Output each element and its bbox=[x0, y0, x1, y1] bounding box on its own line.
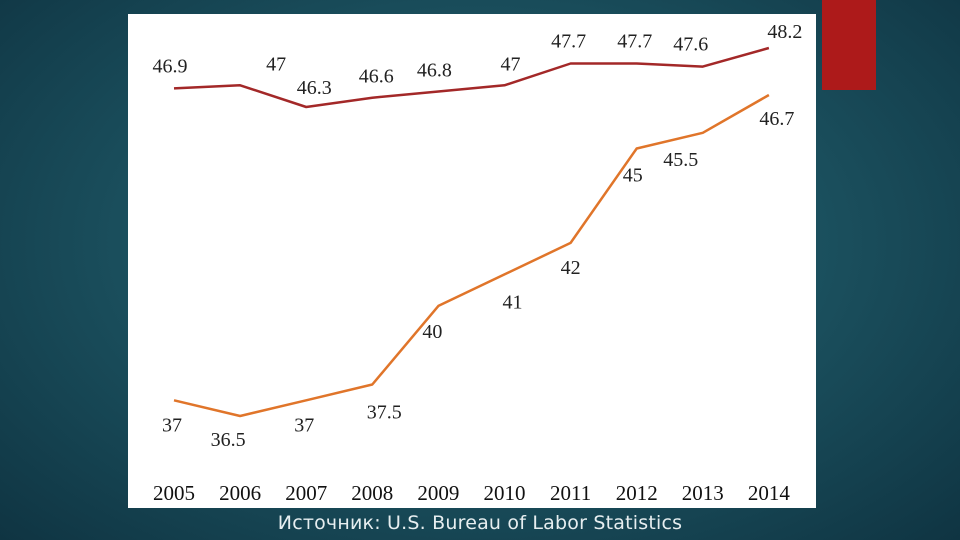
series-top-data-label: 48.2 bbox=[767, 21, 802, 43]
chart-panel bbox=[128, 14, 816, 508]
series-bottom-data-label: 40 bbox=[422, 321, 442, 343]
x-tick-label: 2009 bbox=[417, 481, 459, 505]
x-tick-label: 2013 bbox=[682, 481, 724, 505]
series-top-data-label: 47 bbox=[266, 53, 286, 75]
series-top-data-label: 46.9 bbox=[153, 55, 188, 77]
x-tick-label: 2014 bbox=[748, 481, 791, 505]
x-tick-label: 2007 bbox=[285, 481, 327, 505]
series-top-data-label: 47.7 bbox=[617, 31, 652, 53]
x-tick-label: 2011 bbox=[550, 481, 591, 505]
x-tick-label: 2005 bbox=[153, 481, 195, 505]
series-top-data-label: 46.8 bbox=[417, 60, 452, 82]
accent-bar bbox=[822, 0, 876, 90]
x-tick-label: 2008 bbox=[351, 481, 393, 505]
series-bottom-data-label: 45.5 bbox=[663, 149, 698, 171]
series-bottom-line bbox=[173, 93, 770, 418]
series-top-line bbox=[173, 46, 770, 109]
series-top-data-label: 47.6 bbox=[673, 34, 708, 56]
series-top-data-label: 46.3 bbox=[297, 77, 332, 99]
series-bottom-data-label: 42 bbox=[561, 257, 581, 279]
series-bottom-data-label: 41 bbox=[503, 291, 523, 313]
series-bottom-data-label: 37 bbox=[162, 414, 182, 436]
series-top-data-label: 47 bbox=[501, 53, 521, 75]
series-top-data-label: 47.7 bbox=[551, 31, 586, 53]
source-caption: Источник: U.S. Bureau of Labor Statistic… bbox=[277, 512, 683, 534]
x-tick-label: 2012 bbox=[616, 481, 658, 505]
series-bottom-data-label: 37.5 bbox=[367, 402, 402, 424]
series-bottom-data-label: 45 bbox=[623, 165, 643, 187]
series-bottom-data-label: 46.7 bbox=[759, 108, 794, 130]
series-bottom-data-label: 36.5 bbox=[211, 429, 246, 451]
series-bottom-data-label: 37 bbox=[294, 414, 314, 436]
x-tick-label: 2006 bbox=[219, 481, 261, 505]
x-tick-label: 2010 bbox=[484, 481, 526, 505]
series-top-data-label: 46.6 bbox=[359, 66, 394, 88]
